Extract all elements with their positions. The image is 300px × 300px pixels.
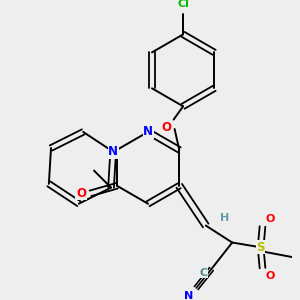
Text: H: H (220, 213, 229, 223)
Text: S: S (256, 241, 265, 254)
Text: O: O (76, 187, 86, 200)
Text: N: N (143, 125, 153, 138)
Text: O: O (266, 271, 275, 281)
Text: N: N (108, 145, 118, 158)
Text: O: O (161, 121, 171, 134)
Text: O: O (266, 214, 275, 224)
Text: N: N (184, 290, 193, 300)
Text: Cl: Cl (177, 0, 189, 9)
Text: C: C (200, 268, 208, 278)
